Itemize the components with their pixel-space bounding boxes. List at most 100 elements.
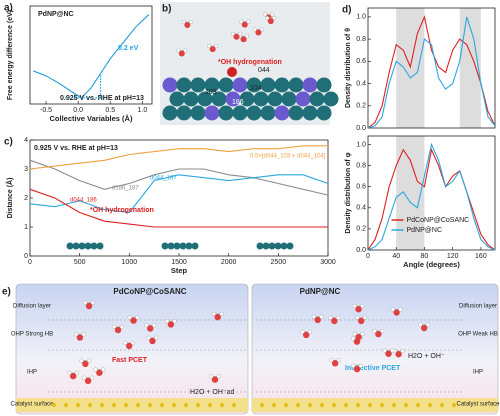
atom-label: 103	[205, 89, 217, 96]
series-label: d186_187	[112, 186, 139, 192]
hydrogen	[90, 300, 96, 305]
series-line	[33, 14, 150, 99]
metal-atom	[183, 91, 199, 107]
hydrogen	[93, 367, 98, 372]
metal-atom	[286, 242, 294, 250]
panel-label: d)	[342, 5, 351, 16]
hydrogen	[328, 315, 333, 320]
hydrogen	[351, 363, 356, 368]
y-tick-label: 0.6	[356, 58, 366, 65]
annotation: 0.925 V vs. RHE at pH=13	[34, 145, 118, 152]
oxygen	[82, 360, 89, 368]
hydrogen	[79, 358, 84, 363]
charge	[259, 402, 265, 408]
y-axis-label: Density distribution of φ	[345, 152, 352, 233]
plot-frame	[29, 5, 153, 105]
legend-label: PdCoNP@CoSANC	[407, 217, 470, 224]
charge	[307, 402, 313, 408]
x-tick-label: 0.0	[73, 107, 83, 114]
hydrogen	[67, 370, 72, 376]
atom-label: 044	[258, 67, 270, 74]
y-tick-label: 2	[24, 195, 28, 202]
hydrogen	[146, 335, 151, 340]
hydrogen	[400, 348, 405, 354]
x-tick-label: 2500	[271, 259, 287, 266]
hydrogen	[74, 370, 80, 376]
hydrogen	[112, 324, 117, 329]
band	[459, 8, 481, 128]
oxygen	[233, 33, 240, 40]
metal-atom	[179, 242, 187, 250]
metal-atom	[161, 242, 169, 250]
hydrogen	[358, 363, 364, 368]
hydrogen	[183, 48, 188, 53]
hydrogen	[362, 315, 368, 320]
oxygen	[85, 302, 93, 310]
hydrogen	[172, 319, 177, 324]
y-tick-label: 0.0	[356, 247, 366, 254]
series-line	[367, 142, 496, 251]
hydrogen	[351, 336, 356, 341]
hydrogen	[208, 374, 214, 379]
charge	[63, 402, 69, 408]
metal-atom	[167, 242, 175, 250]
metal-atom	[190, 77, 206, 93]
metal-atom	[162, 77, 178, 93]
oxygen	[69, 372, 77, 380]
hydrogen	[130, 340, 136, 345]
metal-atom	[197, 91, 213, 107]
panel-e: e) PdCoNP@CoSANC PdNP@NC Fast PCET H2O +…	[2, 283, 500, 415]
charge	[87, 402, 93, 408]
charge	[123, 402, 129, 408]
metal-atom	[309, 91, 325, 107]
y-tick-label: 1.0	[356, 141, 366, 148]
hydrogen	[238, 31, 243, 36]
y-tick-label: 0	[24, 253, 28, 260]
charge	[99, 402, 105, 408]
legend-label: PdNP@NC	[407, 227, 443, 234]
y-tick-label: 0.4	[356, 80, 366, 87]
layer-label: IHP	[473, 370, 483, 376]
oxygen	[267, 18, 274, 25]
metal-atom	[169, 91, 185, 107]
hydrogen	[355, 315, 360, 320]
oxygen	[209, 46, 216, 53]
metal-atom	[173, 242, 181, 250]
charge	[295, 402, 301, 408]
metal-atom	[185, 242, 193, 250]
layers: Diffusion layer OHP Strong HB IHP Catalyst …	[10, 304, 500, 408]
charge	[319, 402, 325, 408]
oxygen	[385, 350, 392, 357]
hydrogen	[265, 16, 270, 21]
charge	[195, 402, 201, 408]
hydrogen	[123, 340, 128, 345]
oxygen	[167, 321, 175, 328]
metal-atom	[204, 105, 220, 121]
x-tick-label: 3000	[320, 259, 336, 266]
series-label: d044_187	[150, 176, 177, 182]
hydrogen	[245, 34, 250, 39]
x-tick-label: 80	[421, 253, 429, 260]
x-axis-label: Angle (degrees)	[403, 260, 460, 269]
oxygen	[395, 351, 402, 358]
y-tick-label: 0.0	[356, 125, 366, 132]
charge	[111, 402, 117, 408]
metal-atom	[84, 242, 92, 250]
series-line	[29, 145, 328, 170]
layer-label: Diffusion layer	[459, 304, 497, 310]
charge	[343, 402, 349, 408]
series-line	[367, 15, 496, 129]
y-tick-label: 1.0	[356, 14, 366, 21]
metal-atom	[176, 105, 192, 121]
hydrogen	[418, 322, 423, 327]
y-axis-label: Density distribution of θ	[345, 28, 352, 108]
panel-b: b) *OH hydrogenation 044 186 103 104	[160, 2, 339, 125]
x-tick-label: 0	[366, 253, 370, 260]
metal-atom	[72, 242, 80, 250]
charge	[379, 402, 385, 408]
charge	[183, 402, 189, 408]
oxygen	[84, 377, 92, 385]
x-tick-label: 1500	[171, 259, 187, 266]
charge	[219, 402, 225, 408]
hydrogen	[81, 332, 86, 337]
